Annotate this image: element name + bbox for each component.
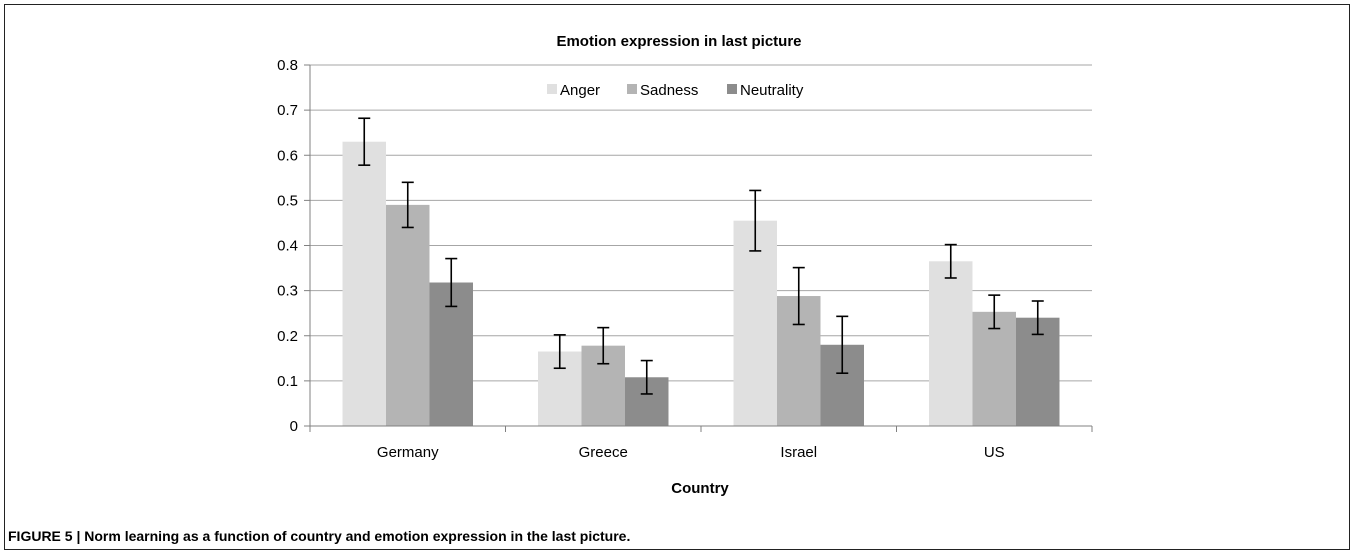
- caption-label: FIGURE 5 |: [8, 528, 81, 544]
- y-tick-label: 0.1: [277, 373, 298, 390]
- figure-frame: [4, 4, 1350, 550]
- legend-swatch: [627, 84, 637, 94]
- bar-anger-us: [929, 261, 973, 426]
- chart-title: Emotion expression in last picture: [556, 33, 801, 50]
- chart: Emotion expression in last picture Anger…: [277, 33, 1093, 497]
- caption-text: Norm learning as a function of country a…: [84, 528, 631, 544]
- bars: [342, 117, 1060, 426]
- y-tick-label: 0.3: [277, 283, 298, 300]
- bar-neutrality-us: [1016, 317, 1060, 426]
- x-tick-label: US: [984, 444, 1005, 461]
- y-tick-label: 0.4: [277, 238, 298, 255]
- y-tick-label: 0.2: [277, 328, 298, 345]
- bar-anger-israel: [733, 220, 777, 426]
- y-tick-label: 0.6: [277, 147, 298, 164]
- y-tick-label: 0: [290, 418, 298, 435]
- bar-anger-germany: [342, 141, 386, 426]
- bar-sadness-germany: [386, 204, 430, 426]
- x-tick-label: Greece: [579, 444, 628, 461]
- x-axis-label: Country: [671, 480, 729, 497]
- legend-label: Neutrality: [740, 82, 804, 99]
- legend-swatch: [547, 84, 557, 94]
- axes: 0 0.1 0.2 0.3 0.4 0.5 0.6 0.7 0.8 Germany Greece Is…: [277, 57, 1093, 461]
- y-tick-label: 0.7: [277, 102, 298, 119]
- legend-label: Sadness: [640, 82, 698, 99]
- y-tick-label: 0.5: [277, 192, 298, 209]
- legend-swatch: [727, 84, 737, 94]
- figure-caption: FIGURE 5 | Norm learning as a function o…: [8, 528, 630, 544]
- bar-sadness-us: [972, 311, 1016, 426]
- legend: Anger Sadness Neutrality: [547, 82, 804, 99]
- x-tick-label: Israel: [780, 444, 817, 461]
- y-tick-label: 0.8: [277, 57, 298, 74]
- legend-label: Anger: [560, 82, 600, 99]
- x-tick-label: Germany: [377, 444, 439, 461]
